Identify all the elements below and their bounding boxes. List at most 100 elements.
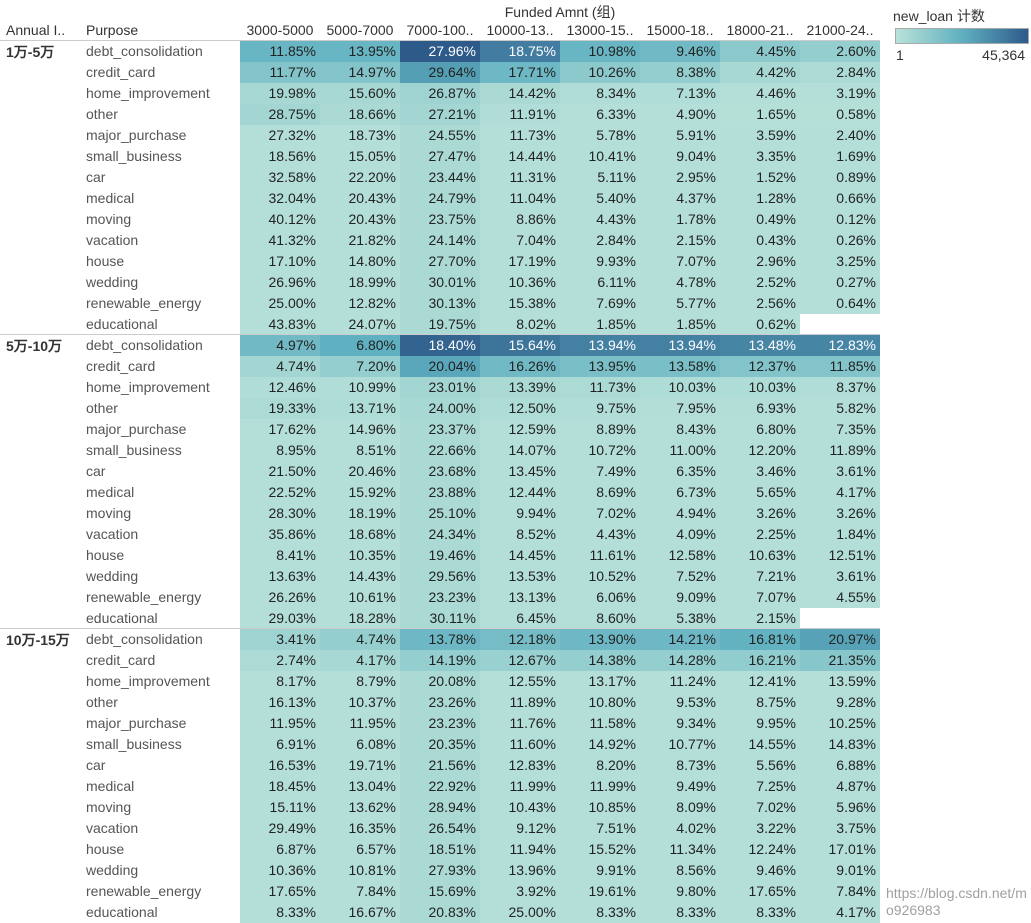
heatmap-cell[interactable]: 8.79% [320, 671, 400, 692]
heatmap-cell[interactable]: 4.42% [720, 62, 800, 83]
heatmap-cell[interactable]: 1.85% [560, 314, 640, 335]
heatmap-cell[interactable]: 18.75% [480, 41, 560, 62]
heatmap-cell[interactable]: 13.63% [240, 566, 320, 587]
heatmap-cell[interactable]: 1.78% [640, 209, 720, 230]
heatmap-cell[interactable]: 27.70% [400, 251, 480, 272]
heatmap-cell[interactable]: 3.26% [720, 503, 800, 524]
heatmap-cell[interactable]: 1.52% [720, 167, 800, 188]
heatmap-cell[interactable]: 4.37% [640, 188, 720, 209]
heatmap-cell[interactable]: 8.89% [560, 419, 640, 440]
heatmap-cell[interactable]: 15.92% [320, 482, 400, 503]
heatmap-cell[interactable]: 4.97% [240, 335, 320, 356]
heatmap-cell[interactable]: 12.58% [640, 545, 720, 566]
heatmap-cell[interactable]: 11.00% [640, 440, 720, 461]
heatmap-cell[interactable]: 13.13% [480, 587, 560, 608]
heatmap-cell[interactable]: 3.41% [240, 629, 320, 650]
heatmap-cell[interactable]: 13.94% [560, 335, 640, 356]
heatmap-cell[interactable]: 11.77% [240, 62, 320, 83]
heatmap-cell[interactable]: 11.89% [480, 692, 560, 713]
heatmap-cell[interactable]: 19.75% [400, 314, 480, 335]
heatmap-cell[interactable]: 5.91% [640, 125, 720, 146]
heatmap-cell[interactable]: 5.78% [560, 125, 640, 146]
heatmap-cell[interactable]: 23.68% [400, 461, 480, 482]
heatmap-cell[interactable]: 23.37% [400, 419, 480, 440]
heatmap-cell[interactable]: 0.89% [800, 167, 880, 188]
heatmap-cell[interactable]: 14.07% [480, 440, 560, 461]
heatmap-cell[interactable]: 0.26% [800, 230, 880, 251]
heatmap-cell[interactable]: 3.92% [480, 881, 560, 902]
heatmap-cell[interactable]: 10.61% [320, 587, 400, 608]
heatmap-cell[interactable]: 2.40% [800, 125, 880, 146]
heatmap-cell[interactable]: 24.34% [400, 524, 480, 545]
heatmap-cell[interactable]: 15.69% [400, 881, 480, 902]
heatmap-cell[interactable]: 0.64% [800, 293, 880, 314]
column-header[interactable]: 10000-13.. [486, 22, 554, 38]
heatmap-cell[interactable]: 6.91% [240, 734, 320, 755]
heatmap-cell[interactable]: 24.79% [400, 188, 480, 209]
heatmap-cell[interactable]: 2.74% [240, 650, 320, 671]
heatmap-cell[interactable]: 4.43% [560, 524, 640, 545]
heatmap-cell[interactable]: 8.33% [640, 902, 720, 923]
heatmap-cell[interactable]: 12.82% [320, 293, 400, 314]
heatmap-cell[interactable]: 12.83% [800, 335, 880, 356]
column-header[interactable]: 3000-5000 [246, 22, 314, 38]
heatmap-cell[interactable]: 6.80% [320, 335, 400, 356]
heatmap-cell[interactable]: 19.46% [400, 545, 480, 566]
heatmap-cell[interactable]: 10.43% [480, 797, 560, 818]
heatmap-cell[interactable]: 11.60% [480, 734, 560, 755]
heatmap-cell[interactable]: 11.58% [560, 713, 640, 734]
heatmap-cell[interactable]: 26.26% [240, 587, 320, 608]
heatmap-cell[interactable]: 17.19% [480, 251, 560, 272]
heatmap-cell[interactable]: 11.24% [640, 671, 720, 692]
heatmap-cell[interactable]: 11.94% [480, 839, 560, 860]
heatmap-cell[interactable]: 12.20% [720, 440, 800, 461]
heatmap-cell[interactable]: 22.66% [400, 440, 480, 461]
column-header[interactable]: 13000-15.. [566, 22, 634, 38]
heatmap-cell[interactable]: 11.04% [480, 188, 560, 209]
heatmap-cell[interactable]: 6.45% [480, 608, 560, 629]
heatmap-cell[interactable]: 6.73% [640, 482, 720, 503]
heatmap-cell[interactable]: 1.69% [800, 146, 880, 167]
heatmap-cell[interactable]: 14.80% [320, 251, 400, 272]
heatmap-cell[interactable]: 0.58% [800, 104, 880, 125]
heatmap-cell[interactable]: 8.95% [240, 440, 320, 461]
heatmap-cell[interactable]: 15.60% [320, 83, 400, 104]
heatmap-cell[interactable]: 13.78% [400, 629, 480, 650]
heatmap-cell[interactable]: 9.04% [640, 146, 720, 167]
heatmap-cell[interactable]: 9.94% [480, 503, 560, 524]
heatmap-cell[interactable]: 18.73% [320, 125, 400, 146]
heatmap-cell[interactable]: 16.67% [320, 902, 400, 923]
heatmap-cell[interactable]: 4.55% [800, 587, 880, 608]
heatmap-cell[interactable]: 17.65% [720, 881, 800, 902]
heatmap-cell[interactable]: 7.07% [720, 587, 800, 608]
heatmap-cell[interactable]: 14.43% [320, 566, 400, 587]
heatmap-cell[interactable]: 10.25% [800, 713, 880, 734]
heatmap-cell[interactable]: 20.35% [400, 734, 480, 755]
heatmap-cell[interactable]: 0.27% [800, 272, 880, 293]
heatmap-cell[interactable]: 24.07% [320, 314, 400, 335]
heatmap-cell[interactable]: 10.52% [560, 566, 640, 587]
heatmap-cell[interactable] [800, 314, 880, 335]
heatmap-cell[interactable]: 4.74% [240, 356, 320, 377]
heatmap-cell[interactable]: 27.96% [400, 41, 480, 62]
heatmap-cell[interactable]: 30.01% [400, 272, 480, 293]
heatmap-cell[interactable]: 18.99% [320, 272, 400, 293]
heatmap-cell[interactable]: 13.04% [320, 776, 400, 797]
heatmap-cell[interactable]: 9.09% [640, 587, 720, 608]
heatmap-cell[interactable]: 5.77% [640, 293, 720, 314]
heatmap-cell[interactable]: 22.20% [320, 167, 400, 188]
heatmap-cell[interactable]: 11.85% [800, 356, 880, 377]
heatmap-cell[interactable]: 14.45% [480, 545, 560, 566]
heatmap-cell[interactable]: 43.83% [240, 314, 320, 335]
heatmap-cell[interactable]: 32.04% [240, 188, 320, 209]
heatmap-cell[interactable]: 14.96% [320, 419, 400, 440]
heatmap-cell[interactable]: 7.69% [560, 293, 640, 314]
heatmap-cell[interactable]: 3.19% [800, 83, 880, 104]
heatmap-cell[interactable]: 26.87% [400, 83, 480, 104]
heatmap-cell[interactable]: 10.99% [320, 377, 400, 398]
heatmap-cell[interactable]: 11.61% [560, 545, 640, 566]
heatmap-cell[interactable]: 13.95% [320, 41, 400, 62]
heatmap-cell[interactable]: 8.02% [480, 314, 560, 335]
heatmap-cell[interactable]: 9.93% [560, 251, 640, 272]
heatmap-cell[interactable]: 5.40% [560, 188, 640, 209]
